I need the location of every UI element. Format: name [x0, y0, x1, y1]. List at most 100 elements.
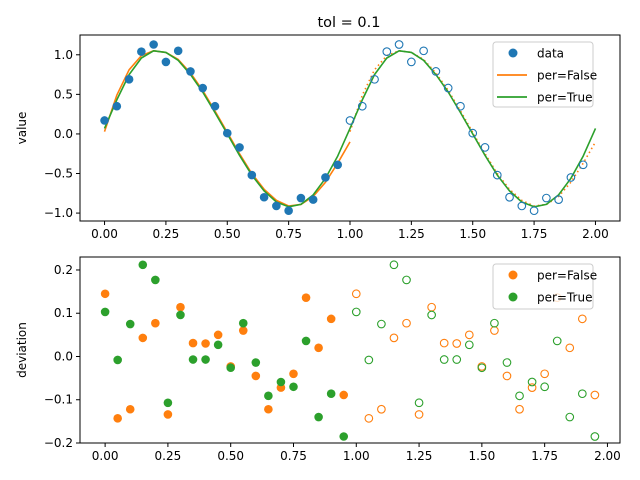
y-tick-label: −0.2 — [44, 436, 73, 450]
data-point — [138, 260, 148, 270]
legend-label-per-false: per=False — [537, 269, 597, 283]
data-point — [161, 57, 171, 67]
data-point — [443, 83, 453, 93]
axis-ticks: 0.00 0.25 0.50 0.75 1.00 1.25 1.50 1.75 2.00 −1.0… — [44, 48, 609, 241]
data-point — [326, 389, 336, 398]
data-point — [377, 404, 386, 414]
data-point — [414, 410, 424, 419]
x-tick-label: 1.75 — [531, 449, 558, 463]
data-point — [238, 326, 248, 335]
data-point — [284, 206, 293, 216]
data-point — [515, 391, 524, 401]
data-point — [402, 275, 411, 285]
x-tick-label: 1.50 — [459, 227, 486, 241]
legend-marker-per-false — [508, 270, 518, 280]
data-point — [464, 340, 474, 350]
data-point — [213, 340, 223, 350]
data-point — [238, 318, 248, 328]
data-point — [339, 432, 349, 441]
data-point — [226, 363, 235, 373]
data-point — [272, 201, 281, 211]
data-point — [151, 275, 160, 285]
data-point — [554, 195, 563, 204]
y-tick-label: −0.1 — [44, 393, 73, 407]
data-point — [505, 192, 514, 202]
data-point — [112, 101, 122, 111]
axes-frame — [79, 34, 621, 222]
data-point — [100, 307, 110, 317]
data-point — [264, 404, 273, 414]
data-point — [456, 101, 465, 111]
y-axis-label: value — [15, 112, 29, 145]
data-point — [301, 293, 311, 302]
x-tick-label: 1.25 — [398, 227, 425, 241]
data-point — [552, 336, 562, 346]
data-point — [251, 371, 261, 381]
data-point — [333, 160, 343, 170]
data-point — [339, 390, 349, 400]
data-point — [502, 358, 512, 367]
data-point — [351, 307, 361, 317]
data-point — [477, 363, 487, 373]
x-tick-label: 0.00 — [92, 449, 119, 463]
data-point — [314, 343, 323, 353]
data-point — [364, 413, 374, 423]
data-point — [452, 339, 462, 348]
data-point — [427, 310, 436, 320]
axis-ticks: 0.00 0.25 0.50 0.75 1.00 1.25 1.50 1.75 2.00 −0.2… — [44, 263, 621, 463]
data-point — [577, 314, 587, 324]
data-point — [113, 414, 122, 423]
legend: per=False per=True — [492, 263, 597, 310]
data-point — [173, 46, 183, 56]
value-plot: tol = 0.1 value 0.00 0.25 0.50 0.75 1.00 1.25… — [15, 15, 621, 241]
data-point — [468, 128, 478, 138]
x-tick-label: 0.75 — [280, 449, 307, 463]
data-point — [113, 355, 122, 365]
data-point — [247, 170, 257, 180]
data-point — [100, 289, 110, 299]
legend-marker-data — [508, 48, 518, 58]
y-axis-label: deviation — [15, 322, 29, 378]
data-point — [540, 382, 550, 392]
data-point — [186, 67, 195, 76]
data-point — [577, 389, 587, 399]
data-point — [515, 404, 524, 414]
data-point — [235, 143, 244, 152]
data-point — [289, 369, 298, 379]
data-point — [289, 382, 298, 392]
data-point — [188, 338, 198, 348]
y-tick-label: 0.0 — [54, 349, 73, 363]
y-tick-label: −1.0 — [44, 206, 73, 220]
data-point — [439, 338, 449, 348]
x-tick-label: 0.25 — [155, 449, 182, 463]
x-tick-label: 1.25 — [406, 449, 433, 463]
data-point — [439, 355, 449, 364]
x-tick-label: 0.75 — [275, 227, 302, 241]
data-point — [296, 193, 306, 203]
data-point — [198, 83, 208, 93]
legend-label-per-false: per=False — [537, 69, 597, 83]
legend-label-data: data — [537, 47, 564, 61]
data-point — [276, 377, 286, 387]
data-point — [188, 355, 198, 364]
plot-area — [100, 40, 597, 216]
x-tick-label: 0.00 — [91, 227, 118, 241]
data-point — [590, 432, 600, 441]
data-point — [389, 260, 399, 270]
data-point — [382, 47, 392, 56]
x-tick-label: 1.00 — [343, 449, 370, 463]
x-tick-label: 1.50 — [469, 449, 496, 463]
data-point — [125, 319, 135, 329]
data-point — [201, 339, 210, 348]
data-point — [565, 343, 575, 353]
data-point — [137, 47, 146, 56]
x-tick-label: 0.25 — [153, 227, 180, 241]
data-point — [264, 391, 273, 401]
plot-area — [100, 260, 600, 441]
data-point — [566, 173, 576, 182]
legend-label-per-true: per=True — [537, 91, 592, 105]
data-point — [314, 412, 323, 422]
x-tick-label: 0.50 — [214, 227, 241, 241]
legend-box — [492, 263, 594, 310]
